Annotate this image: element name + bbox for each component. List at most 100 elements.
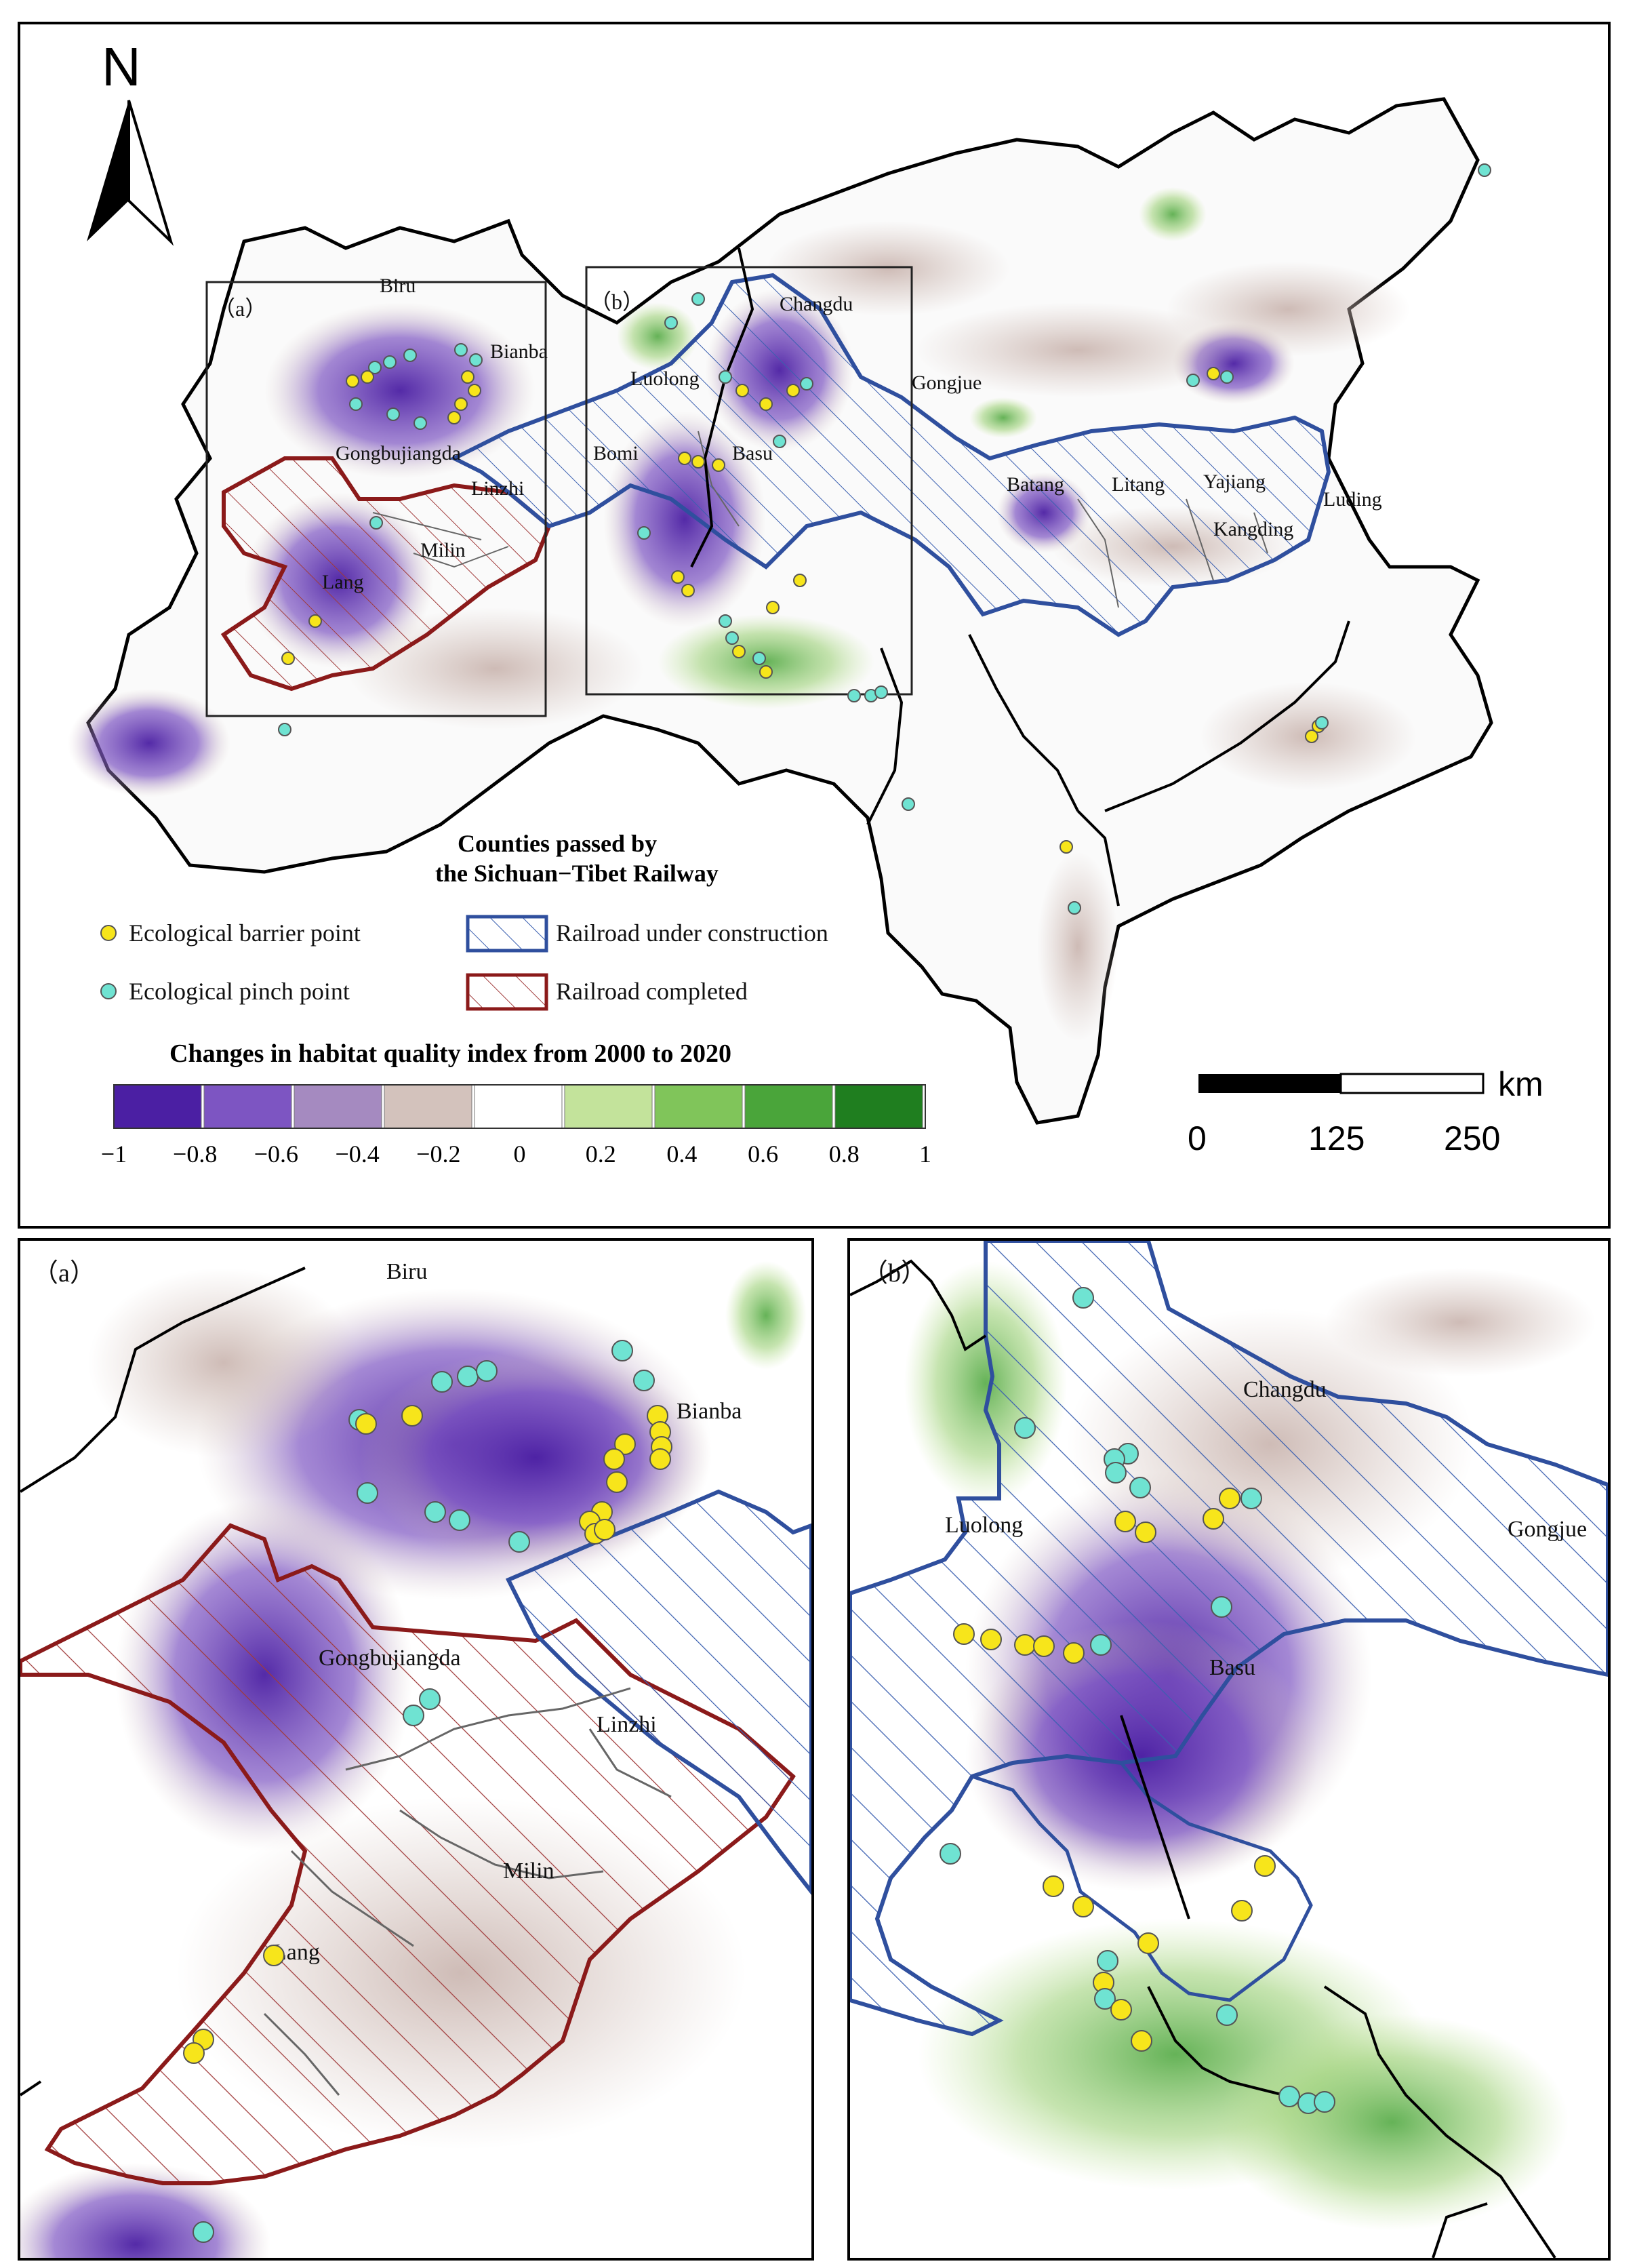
inset-a-outer-boundary [20, 1267, 306, 1493]
inset-a-label: （a） [33, 1259, 96, 1288]
barrier-point [1137, 1932, 1159, 1954]
pinch-point [469, 353, 483, 367]
legend-counties-title-2: the Sichuan−Tibet Railway [435, 860, 719, 887]
barrier-point [980, 1629, 1002, 1650]
barrier-point [594, 1519, 615, 1540]
north-arrow: N [87, 37, 174, 246]
inset-a-frame [205, 281, 547, 717]
pinch-point [278, 723, 291, 736]
scale-bar: km 0 125 250 [1188, 1065, 1543, 1157]
legend-construction-swatch [466, 915, 548, 953]
barrier-point [603, 1448, 625, 1470]
barrier-point [1072, 1896, 1094, 1917]
barrier-point [447, 411, 461, 424]
barrier-point [735, 384, 749, 397]
barrier-point [361, 370, 374, 384]
pinch-point [1315, 716, 1329, 730]
barrier-point [1059, 840, 1073, 854]
place-label: Milin [503, 1858, 554, 1884]
inset-b-ref-label: （b） [590, 290, 644, 314]
pinch-point [419, 1688, 441, 1710]
scale-bar-unit: km [1498, 1065, 1543, 1103]
pinch-point [1014, 1417, 1036, 1439]
scale-bar-light-segment [1339, 1073, 1485, 1094]
railroad-construction-area [449, 273, 1331, 637]
colorbar-cell [744, 1084, 833, 1129]
inset-a-construction-area [505, 1489, 811, 1895]
pinch-point [1478, 163, 1491, 177]
inset-a-outer-boundary [20, 2080, 42, 2096]
barrier-point [732, 645, 746, 658]
legend-counties-title-1: Counties passed by [458, 830, 657, 857]
barrier-point [1014, 1634, 1036, 1656]
colorbar-frame [113, 1084, 926, 1129]
inset-a-place-labels: Biru Bianba Gongbujiangda Linzhi Milin L… [272, 1259, 742, 1965]
colorbar-cell [294, 1084, 382, 1129]
colorbar-cells [113, 1084, 926, 1129]
legend: Counties passed by the Sichuan−Tibet Rai… [100, 830, 828, 1011]
pinch-point [1072, 1287, 1094, 1309]
pinch-point [1097, 1950, 1118, 1972]
pinch-point [457, 1366, 479, 1387]
barrier-point [1114, 1511, 1136, 1532]
barrier-point [263, 1945, 285, 1966]
legend-barrier-label: Ecological barrier point [129, 919, 361, 947]
inset-b-black-boundaries [850, 1259, 1556, 2258]
pinch-point [368, 361, 382, 374]
pinch-point [413, 416, 427, 430]
barrier-point [454, 397, 468, 411]
pinch-point [940, 1843, 961, 1865]
inset-a-svg: （a） Biru Bianba Gongbujiangda Linzhi Mil… [20, 1259, 811, 2258]
pinch-point [454, 343, 468, 357]
place-label: Lang [322, 571, 364, 593]
colorbar-cell [203, 1084, 292, 1129]
pinch-point [431, 1371, 453, 1393]
inset-b-svg: （b） Changdu Luolong Gongjue Basu [850, 1241, 1608, 2258]
place-label: Luolong [945, 1513, 1023, 1538]
place-label: Milin [420, 539, 466, 561]
inset-b-points [940, 1287, 1335, 2114]
colorbar-cell [834, 1084, 923, 1129]
inset-a-county-lines [263, 1687, 672, 2096]
north-arrow-label: N [102, 37, 141, 97]
pinch-point [476, 1360, 498, 1382]
place-label: Basu [732, 442, 773, 464]
pinch-point [357, 1482, 378, 1504]
legend-completed-label: Railroad completed [556, 978, 748, 1005]
place-label: Gongbujiangda [319, 1646, 461, 1671]
place-label: Bomi [593, 442, 639, 464]
main-map-svg: （a） （b） Biru Bianba Changdu Luolong Gong… [68, 37, 1543, 1168]
pinch-point [1216, 2004, 1238, 2026]
pinch-point [1220, 370, 1234, 384]
pinch-point [725, 631, 739, 645]
pinch-point [719, 370, 732, 384]
pinch-point [664, 316, 678, 330]
pinch-point [1240, 1488, 1262, 1509]
legend-pinch-swatch [100, 983, 117, 999]
barrier-point [1305, 730, 1318, 743]
pinch-point [349, 397, 363, 411]
inset-b-frame [585, 266, 913, 696]
region-boundaries [690, 247, 1350, 907]
barrier-point [614, 1433, 636, 1455]
inset-b-label: （b） [862, 1259, 927, 1288]
inset-a-points [183, 1340, 672, 2243]
barrier-point [461, 370, 475, 384]
pinch-point [719, 614, 732, 628]
pinch-point [1094, 1988, 1116, 2010]
pinch-point [369, 516, 383, 530]
barrier-point [606, 1471, 628, 1493]
pinch-point [800, 377, 813, 391]
colorbar-cell [474, 1084, 563, 1129]
pinch-point [902, 797, 915, 811]
pinch-point [691, 292, 705, 306]
scale-bar-dark-segment [1198, 1074, 1341, 1093]
pinch-point [424, 1501, 446, 1523]
place-label: Litang [1112, 473, 1165, 496]
pinch-point [1090, 1634, 1112, 1656]
colorbar-title: Changes in habitat quality index from 20… [169, 1039, 731, 1068]
legend-barrier-swatch [100, 925, 117, 941]
pinch-point [403, 349, 417, 362]
place-label: Linzhi [471, 477, 524, 500]
place-label: Basu [1209, 1655, 1255, 1680]
